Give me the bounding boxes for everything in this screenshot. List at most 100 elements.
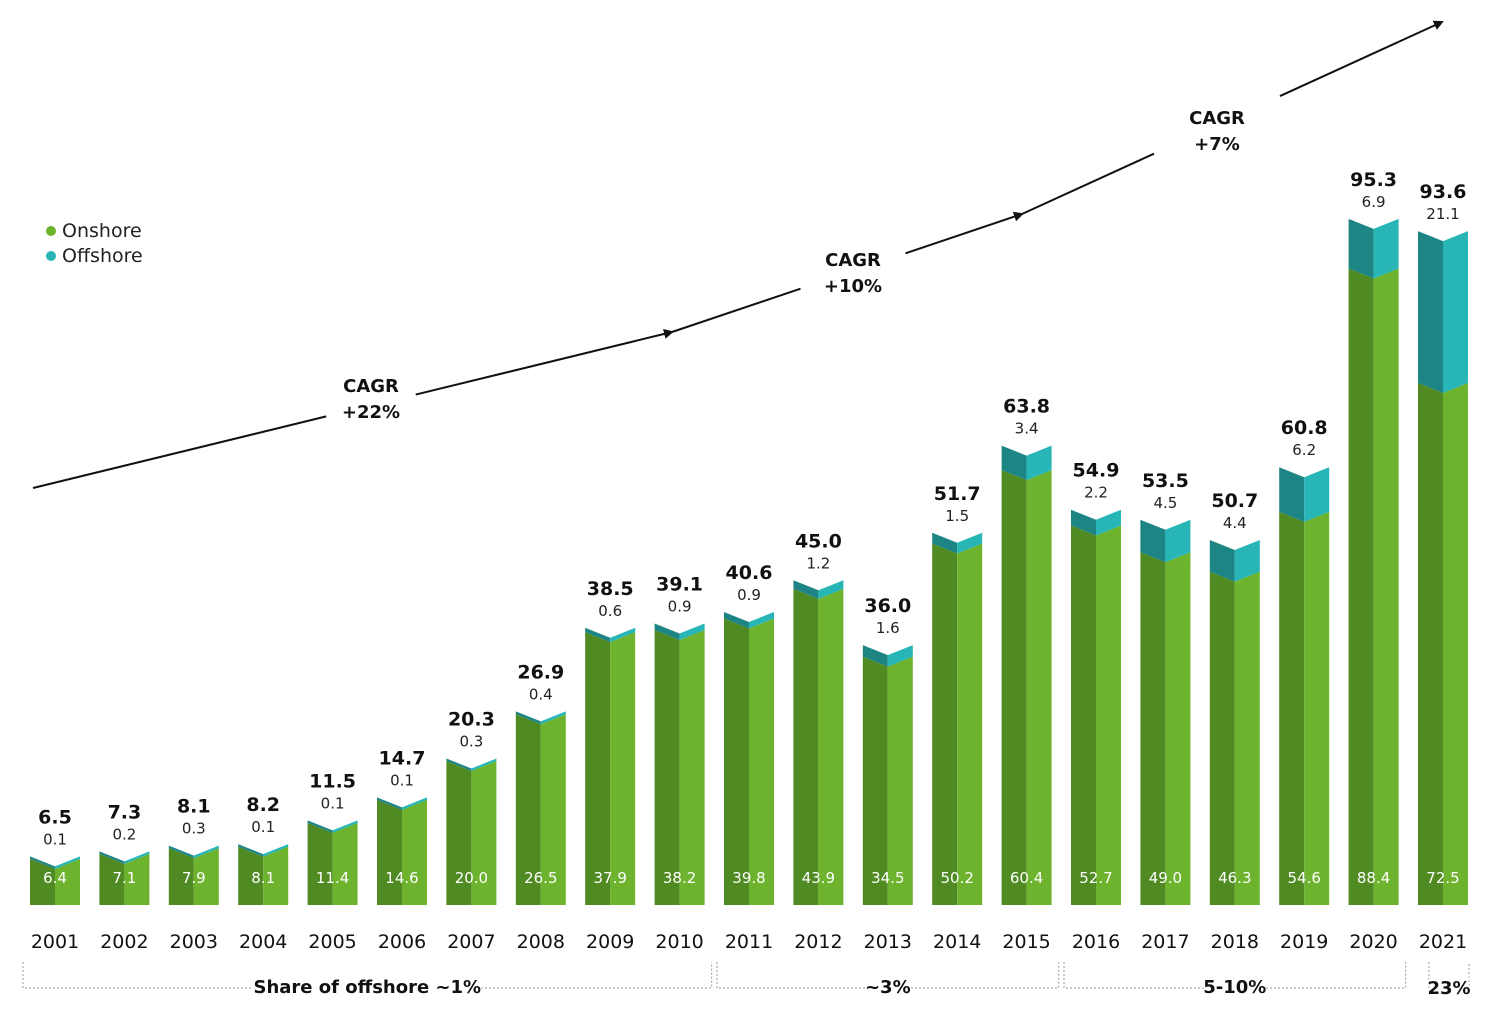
bar-offshore-2011 — [724, 611, 749, 629]
share-label-bg-3 — [1204, 976, 1266, 998]
legend-label-offshore: Offshore — [62, 244, 143, 267]
onshore-value-label-2013: 34.5 — [871, 869, 904, 887]
offshore-dot-icon — [46, 250, 56, 261]
offshore-value-label-2016: 2.2 — [1084, 484, 1108, 502]
total-value-label-2012: 45.0 — [795, 530, 842, 552]
year-label-2002: 2002 — [100, 931, 148, 953]
bar-onshore-2013 — [862, 656, 888, 905]
bar-group-2001: 6.4 0.1 6.5 2001 — [30, 806, 80, 953]
bar-onshore-2020 — [1348, 268, 1374, 905]
total-value-label-2020: 95.3 — [1350, 169, 1397, 191]
onshore-value-label-2001: 6.4 — [43, 869, 67, 887]
cagr-label-1: CAGR — [343, 376, 399, 397]
bar-offshore-2008 — [515, 711, 541, 725]
onshore-value-label-2005: 11.4 — [316, 869, 349, 887]
year-label-2011: 2011 — [725, 931, 773, 953]
total-value-label-2021: 93.6 — [1420, 181, 1467, 203]
bar-offshore-face-2007 — [471, 758, 497, 771]
total-value-label-2014: 51.7 — [934, 483, 981, 505]
bar-offshore-2017 — [1140, 519, 1166, 563]
bar-onshore-face-2018 — [1234, 571, 1260, 905]
legend-item-onshore: Onshore — [46, 218, 143, 243]
bar-offshore-2003 — [168, 845, 194, 859]
onshore-value-label-2021: 72.5 — [1426, 869, 1459, 887]
onshore-value-label-2007: 20.0 — [455, 869, 488, 887]
bar-offshore-2020 — [1348, 218, 1374, 279]
year-label-2013: 2013 — [864, 931, 912, 953]
bar-onshore-2014 — [932, 543, 958, 905]
bar-onshore-face-2019 — [1304, 511, 1330, 905]
cagr-value-3: +7% — [1194, 134, 1240, 155]
total-value-label-2005: 11.5 — [309, 770, 356, 792]
share-label-2: ~3% — [865, 977, 911, 998]
year-label-2018: 2018 — [1211, 931, 1259, 953]
onshore-value-label-2014: 50.2 — [940, 869, 973, 887]
onshore-value-label-2004: 8.1 — [251, 869, 275, 887]
total-value-label-2009: 38.5 — [587, 578, 634, 600]
year-label-2019: 2019 — [1280, 931, 1328, 953]
bar-offshore-face-2006 — [402, 797, 427, 810]
bar-offshore-face-2011 — [749, 611, 774, 629]
bar-offshore-face-2016 — [1096, 509, 1121, 536]
year-label-2003: 2003 — [170, 931, 218, 953]
share-label-bg-4 — [1429, 976, 1469, 998]
bar-onshore-face-2011 — [749, 618, 774, 905]
bar-onshore-2021 — [1418, 383, 1443, 905]
year-label-2010: 2010 — [655, 931, 703, 953]
bar-onshore-2018 — [1209, 571, 1235, 905]
offshore-value-label-2012: 1.2 — [806, 554, 830, 572]
offshore-value-label-2013: 1.6 — [876, 619, 900, 637]
cagr-value-1: +22% — [342, 402, 400, 423]
bar-onshore-face-2021 — [1443, 383, 1468, 905]
bar-offshore-2015 — [1001, 445, 1027, 481]
bar-onshore-2019 — [1279, 511, 1305, 905]
bar-group-2020: 88.4 6.9 95.3 2020 — [1348, 169, 1399, 953]
bar-offshore-face-2008 — [540, 711, 566, 725]
bar-offshore-2012 — [793, 580, 819, 599]
bar-onshore-face-2014 — [957, 543, 983, 905]
bar-onshore-2001 — [30, 858, 55, 905]
bar-group-2017: 49.0 4.5 53.5 2017 — [1140, 470, 1191, 953]
bar-group-2008: 26.5 0.4 26.9 2008 — [515, 661, 566, 953]
bar-onshore-face-2017 — [1165, 552, 1191, 905]
bar-offshore-face-2017 — [1165, 519, 1191, 563]
bar-onshore-2004 — [238, 846, 264, 905]
year-label-2001: 2001 — [31, 931, 79, 953]
bar-offshore-2016 — [1071, 509, 1096, 536]
bar-offshore-2005 — [307, 820, 333, 833]
offshore-value-label-2005: 0.1 — [321, 794, 345, 812]
year-label-2005: 2005 — [308, 931, 356, 953]
bar-offshore-face-2019 — [1304, 467, 1330, 522]
bar-offshore-face-2010 — [679, 623, 705, 640]
bar-group-2014: 50.2 1.5 51.7 2014 — [932, 483, 983, 953]
legend: Onshore Offshore — [46, 218, 143, 268]
total-value-label-2018: 50.7 — [1211, 490, 1258, 512]
cagr-label-3: CAGR — [1189, 108, 1245, 129]
bar-offshore-face-2021 — [1443, 231, 1468, 393]
year-label-2016: 2016 — [1072, 931, 1120, 953]
bar-onshore-face-2010 — [679, 629, 705, 905]
year-label-2020: 2020 — [1349, 931, 1397, 953]
year-label-2008: 2008 — [517, 931, 565, 953]
cagr-value-2: +10% — [824, 276, 882, 297]
total-value-label-2001: 6.5 — [38, 806, 72, 828]
bar-offshore-2007 — [446, 758, 472, 771]
bar-onshore-face-2002 — [124, 853, 150, 905]
offshore-value-label-2017: 4.5 — [1153, 494, 1177, 512]
total-value-label-2002: 7.3 — [108, 801, 142, 823]
bar-onshore-2006 — [377, 799, 402, 905]
total-value-label-2010: 39.1 — [656, 573, 703, 595]
bar-offshore-face-2020 — [1373, 218, 1399, 279]
onshore-value-label-2017: 49.0 — [1149, 869, 1182, 887]
year-label-2004: 2004 — [239, 931, 287, 953]
total-value-label-2008: 26.9 — [517, 661, 564, 683]
bar-group-2013: 34.5 1.6 36.0 2013 — [862, 595, 913, 953]
offshore-value-label-2009: 0.6 — [598, 602, 622, 620]
bar-onshore-2005 — [307, 822, 333, 905]
bar-onshore-face-2012 — [818, 588, 844, 905]
bar-offshore-face-2018 — [1234, 539, 1260, 582]
onshore-value-label-2003: 7.9 — [182, 869, 206, 887]
share-label-1: Share of offshore ~1% — [254, 977, 482, 998]
bar-offshore-face-2001 — [55, 856, 80, 869]
